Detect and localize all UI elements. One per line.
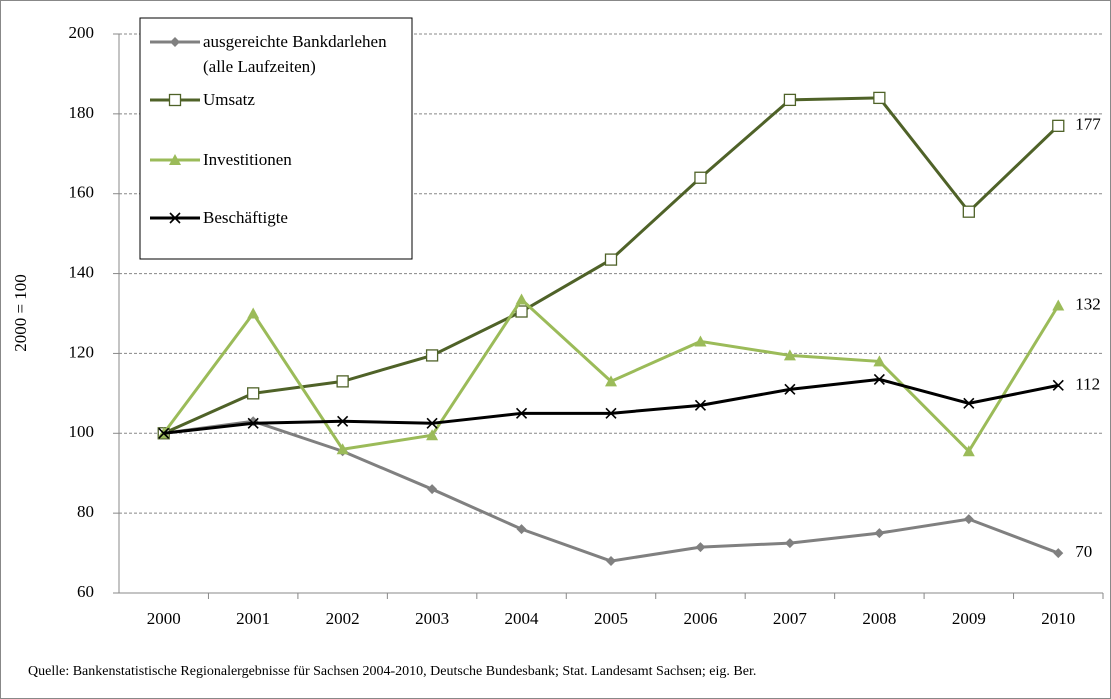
marker: [694, 399, 707, 411]
y-tick-label: 60: [77, 582, 94, 601]
x-tick-label: 2009: [952, 609, 986, 628]
marker: [426, 429, 439, 441]
y-tick-label: 80: [77, 502, 94, 521]
legend-entry: Beschäftigte: [203, 208, 288, 227]
x-tick-label: 2007: [773, 609, 808, 628]
marker: [873, 355, 886, 367]
x-tick-label: 2000: [147, 609, 181, 628]
marker: [425, 349, 439, 362]
legend: ausgereichte Bankdarlehen (alle Laufzeit…: [139, 17, 413, 260]
marker: [169, 212, 181, 224]
marker: [962, 445, 975, 457]
y-tick-label: 140: [69, 262, 95, 281]
marker: [695, 542, 706, 553]
marker: [1052, 119, 1065, 132]
marker: [426, 417, 438, 429]
legend-label: ausgereichte Bankdarlehen (alle Laufzeit…: [203, 32, 387, 76]
legend-label: Investitionen: [203, 150, 292, 169]
marker: [158, 427, 170, 439]
y-tick-label: 120: [69, 342, 95, 361]
legend-entry: Investitionen: [203, 150, 292, 169]
x-tick-label: 2010: [1041, 609, 1075, 628]
data-label: 70: [1075, 542, 1092, 561]
marker: [874, 528, 885, 539]
marker: [427, 484, 438, 495]
x-tick-label: 2004: [505, 609, 540, 628]
source-note: Quelle: Bankenstatistische Regionalergeb…: [28, 664, 756, 679]
x-tick-label: 2006: [683, 609, 717, 628]
marker: [605, 375, 617, 387]
marker: [873, 91, 886, 105]
x-tick-label: 2005: [594, 609, 628, 628]
marker: [168, 93, 182, 107]
marker: [336, 375, 349, 388]
marker: [247, 417, 259, 429]
data-label: 112: [1075, 374, 1100, 393]
x-tick-label: 2003: [415, 609, 449, 628]
y-tick-label: 100: [69, 422, 95, 441]
x-tick-label: 2008: [862, 609, 896, 628]
marker: [784, 383, 796, 395]
x-tick-label: 2001: [236, 609, 270, 628]
marker: [247, 307, 260, 319]
data-label: 132: [1075, 294, 1101, 313]
marker: [336, 443, 349, 455]
marker: [247, 387, 260, 400]
marker: [516, 524, 527, 535]
marker: [1052, 379, 1064, 391]
marker: [694, 335, 707, 347]
legend-label: Umsatz: [203, 90, 255, 109]
marker: [604, 253, 618, 266]
y-tick-label: 200: [69, 23, 95, 42]
marker: [170, 37, 180, 47]
legend-entry: Umsatz: [203, 90, 255, 109]
y-tick-label: 180: [69, 103, 95, 122]
marker: [515, 407, 528, 419]
marker: [963, 397, 975, 409]
marker: [694, 171, 707, 184]
marker: [337, 415, 349, 427]
y-axis-label: 2000 = 100: [11, 274, 30, 352]
marker: [962, 205, 975, 218]
marker: [784, 538, 795, 549]
y-tick-label: 160: [69, 183, 95, 202]
x-tick-label: 2002: [326, 609, 360, 628]
legend-label: Beschäftigte: [203, 208, 288, 227]
marker: [515, 305, 528, 318]
marker: [783, 93, 797, 107]
legend-entry: ausgereichte Bankdarlehen (alle Laufzeit…: [203, 32, 387, 76]
marker: [515, 293, 528, 305]
marker: [605, 407, 617, 419]
marker: [1052, 299, 1065, 311]
marker: [606, 556, 616, 567]
data-label: 177: [1075, 115, 1101, 134]
marker: [1053, 548, 1064, 559]
marker: [169, 154, 181, 165]
marker: [963, 514, 974, 525]
marker: [873, 373, 885, 385]
marker: [783, 349, 796, 361]
